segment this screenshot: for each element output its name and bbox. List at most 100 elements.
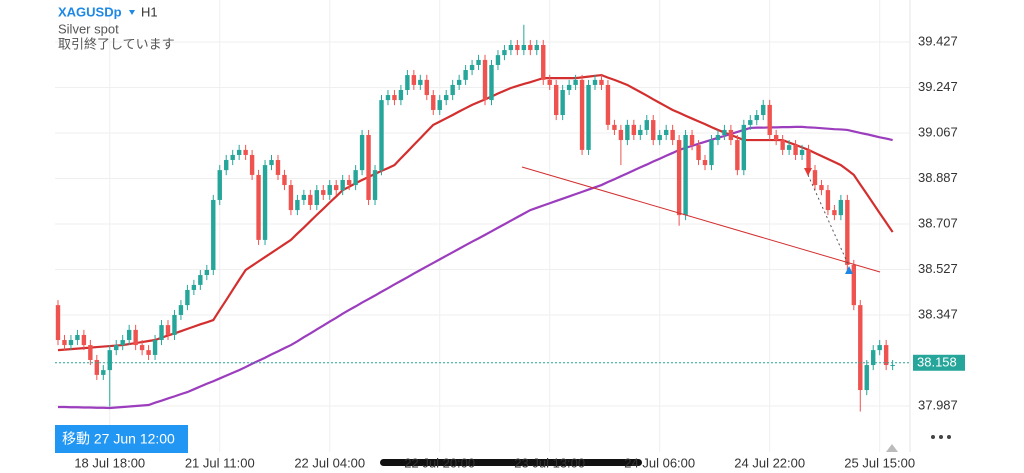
candle-body <box>715 134 721 141</box>
candle-body <box>146 350 151 355</box>
menu-dot[interactable] <box>931 435 935 439</box>
candle-body <box>172 314 177 335</box>
candle-body <box>256 174 261 240</box>
candle-body <box>366 134 371 200</box>
last-price-box <box>913 354 965 371</box>
menu-dot[interactable] <box>947 435 951 439</box>
candle-body <box>379 100 384 171</box>
candle-body <box>728 129 734 141</box>
timeframe: H1 <box>141 4 158 19</box>
candle-body <box>178 305 184 315</box>
candle-body <box>702 160 708 166</box>
y-tick-label: 39.427 <box>918 33 958 48</box>
moving-averages <box>57 73 894 410</box>
candle-body <box>101 370 106 375</box>
candle-body <box>579 79 585 150</box>
candle-body <box>68 340 74 346</box>
candle-body <box>398 89 404 101</box>
y-tick-label: 38.527 <box>918 261 958 276</box>
candle-body <box>133 329 138 346</box>
candle-body <box>651 120 656 141</box>
candle-body <box>418 79 423 85</box>
candle-body <box>94 359 100 375</box>
candle-body <box>282 174 287 186</box>
candle-body <box>819 185 824 191</box>
candle-body <box>722 129 727 135</box>
candle-body <box>515 44 520 51</box>
candle-body <box>431 95 436 110</box>
x-tick-label: 18 Jul 18:00 <box>74 455 145 470</box>
candle-body <box>359 134 365 171</box>
y-tick-label: 37.987 <box>918 397 958 412</box>
candle-body <box>301 194 307 200</box>
candle-body <box>81 334 87 346</box>
candle-body <box>204 269 210 276</box>
candle-body <box>243 149 248 155</box>
symbol-dropdown[interactable] <box>129 10 135 15</box>
candle-body <box>605 84 611 125</box>
y-tick-label: 39.247 <box>918 79 958 94</box>
candle-body <box>618 129 624 141</box>
candle-body <box>469 64 475 71</box>
candle-body <box>541 44 546 80</box>
candle-body <box>528 44 533 51</box>
trade-link <box>807 174 849 265</box>
candle-body <box>334 185 339 191</box>
candle-body <box>521 44 527 51</box>
y-tick-label: 39.067 <box>918 124 958 139</box>
candle-body <box>314 190 319 206</box>
menu-dot[interactable] <box>939 435 943 439</box>
candle-body <box>411 75 417 85</box>
candle-body <box>88 345 93 360</box>
candle-body <box>444 95 449 101</box>
candle-body <box>120 340 125 346</box>
candle-body <box>211 199 216 270</box>
candle-body <box>275 160 281 175</box>
sell-arrow <box>804 168 812 176</box>
candle-body <box>553 84 559 116</box>
scroll-end[interactable] <box>886 444 898 452</box>
candle-body <box>159 325 164 341</box>
candle-body <box>321 190 326 195</box>
candle-body <box>780 140 785 150</box>
crosshair-label: 移動 27 Jun 12:00 <box>62 431 175 447</box>
y-axis: 37.987 38.347 38.527 38.707 38.887 39.067 39.2… <box>918 33 958 412</box>
more-menu[interactable] <box>931 435 951 439</box>
candle-body <box>851 264 857 306</box>
buy-arrow <box>845 266 853 274</box>
candle-body <box>405 75 410 90</box>
candle-body <box>741 124 747 171</box>
candle-body <box>107 350 112 371</box>
candle-body <box>456 79 462 85</box>
candle-body <box>761 104 766 116</box>
candle-body <box>126 329 132 341</box>
x-tick-label: 21 Jul 11:00 <box>185 455 255 470</box>
candle-body <box>735 140 740 171</box>
candle-body <box>269 160 274 166</box>
candle-body <box>832 210 837 216</box>
candle-body <box>353 170 358 186</box>
candle-body <box>890 365 895 367</box>
y-tick-label: 38.887 <box>918 170 958 185</box>
y-tick-label: 38.707 <box>918 215 958 230</box>
candle-body <box>55 305 61 341</box>
candle-body <box>793 145 798 155</box>
candle-body <box>644 120 649 130</box>
candle-body <box>295 199 300 211</box>
candle-body <box>825 190 831 211</box>
candle-body <box>573 79 578 85</box>
candle-body <box>858 305 863 391</box>
candle-body <box>249 154 255 175</box>
x-tick-label: 22 Jul 20:00 <box>404 455 475 470</box>
candle-body <box>709 140 714 166</box>
candle-body <box>586 84 591 150</box>
crosshair-box <box>55 425 188 453</box>
candle-body <box>799 149 805 155</box>
symbol: XAGUSDp <box>58 4 122 19</box>
market-status: 取引終了しています <box>58 36 175 51</box>
candle-body <box>502 50 507 56</box>
candle-body <box>230 154 235 161</box>
candle-body <box>683 134 688 216</box>
